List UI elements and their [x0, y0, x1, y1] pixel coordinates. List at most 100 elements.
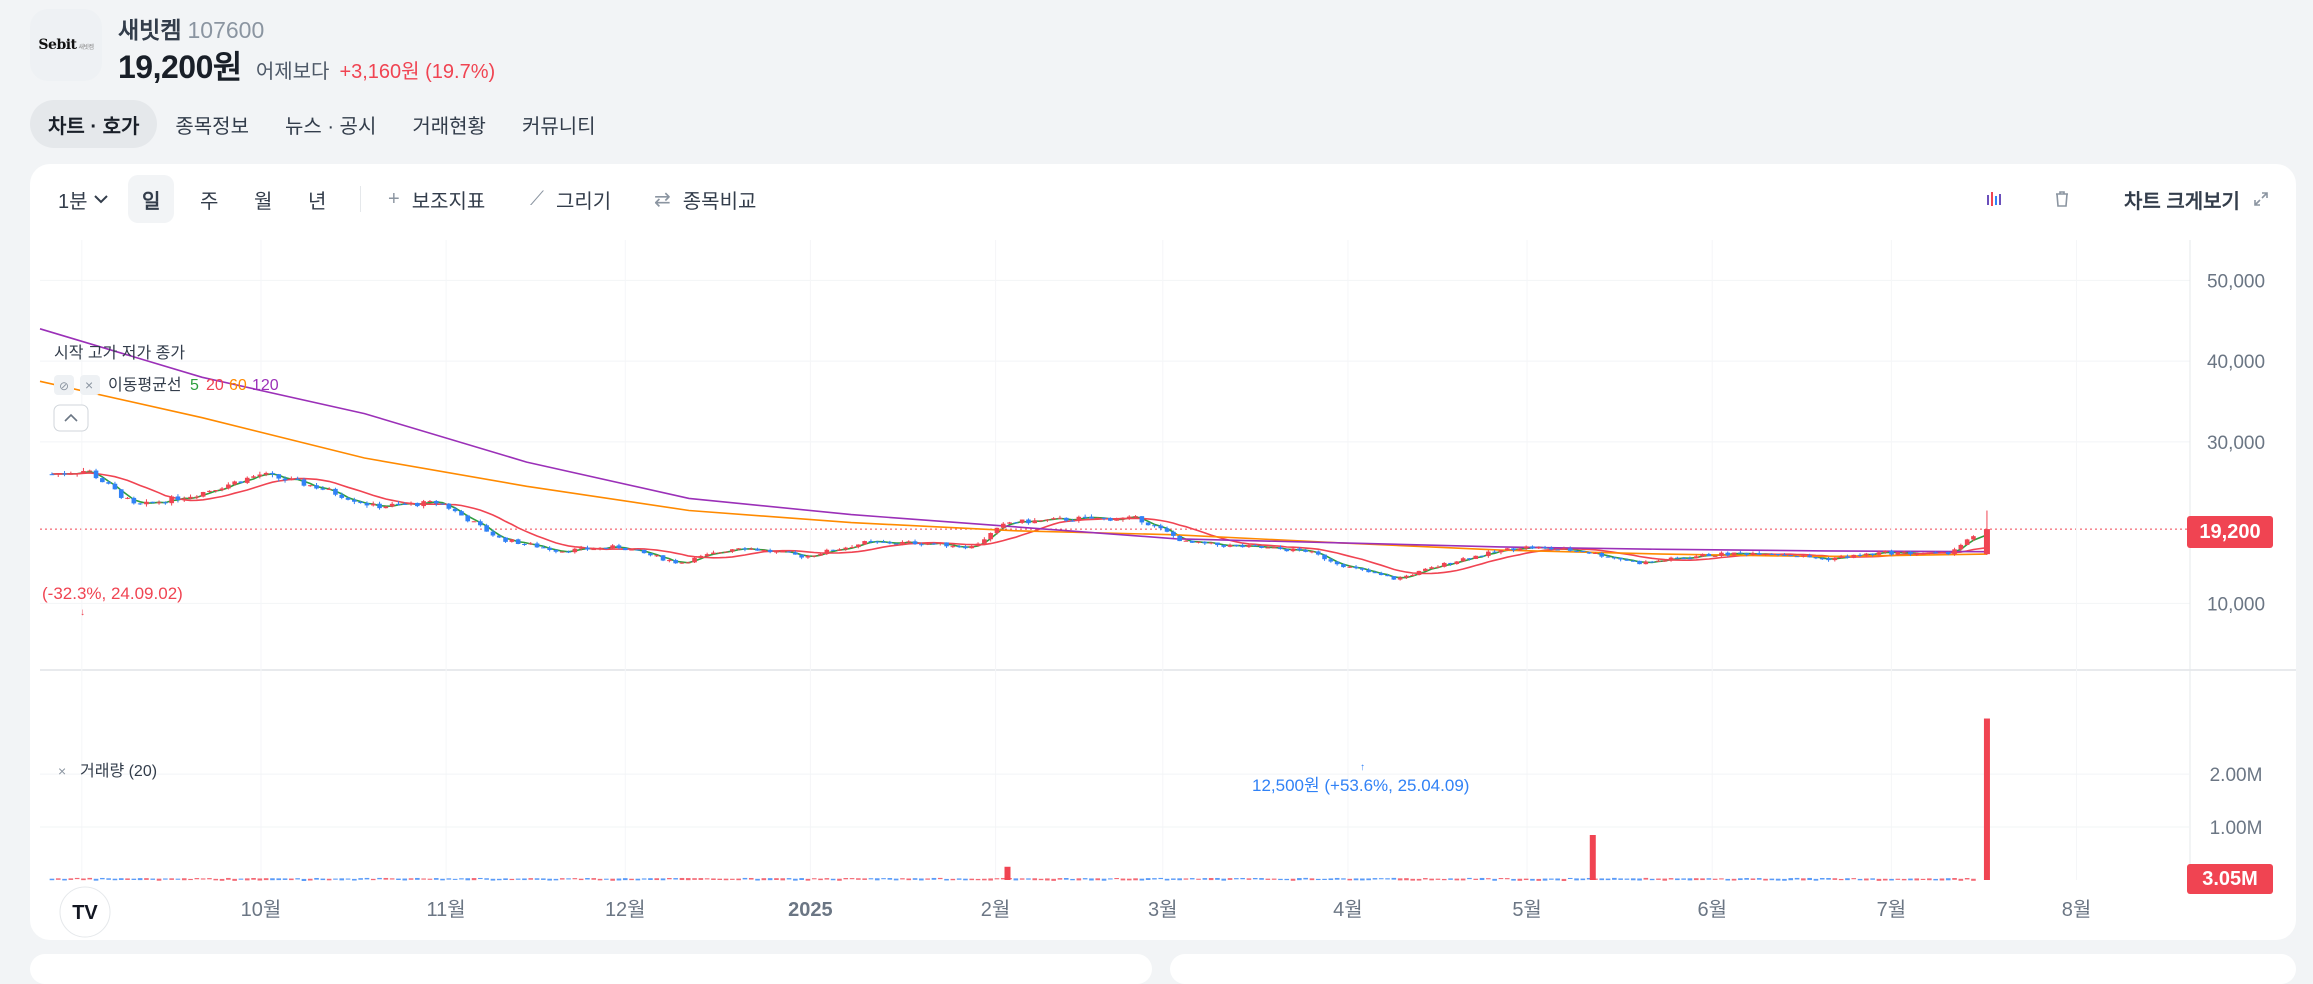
tab-news[interactable]: 뉴스 · 공시: [284, 115, 377, 138]
candle-body: [1876, 552, 1882, 555]
volume-bar: [150, 878, 156, 880]
period-week[interactable]: 주: [200, 190, 219, 213]
candle-body: [610, 545, 615, 549]
stock-chart[interactable]: 50,00040,00030,00010,0009월10월11월12월20252…: [30, 240, 2296, 940]
volume-bar: [515, 878, 521, 880]
volume-bar: [1240, 877, 1245, 880]
candle-body: [963, 546, 968, 549]
tradingview-mark: TV: [72, 902, 98, 924]
volume-bar: [1889, 878, 1894, 881]
compare-label: 어제보다: [255, 61, 330, 83]
candle-body: [1668, 557, 1674, 561]
candle-body: [944, 542, 949, 547]
volume-bar: [276, 878, 282, 881]
volume-bar: [711, 878, 716, 880]
tab-chart[interactable]: 차트 · 호가: [30, 100, 158, 148]
volume-bar: [112, 878, 118, 881]
visibility-toggle-icon[interactable]: [54, 375, 74, 395]
volume-bar: [1637, 878, 1642, 881]
volume-bar: [1908, 878, 1913, 881]
volume-bar: [1265, 878, 1271, 880]
interval-select[interactable]: 1분: [58, 175, 110, 223]
candle-body: [326, 488, 332, 490]
collapse-legend-button[interactable]: [53, 404, 89, 432]
close-ma-icon[interactable]: [80, 375, 100, 395]
volume-bar: [553, 878, 559, 881]
tradingview-logo[interactable]: [59, 886, 111, 938]
volume-bar: [213, 878, 219, 881]
volume-bar: [465, 878, 471, 881]
candle-body: [1530, 546, 1535, 549]
volume-bar: [163, 878, 168, 880]
time-tick-label: 7월: [1877, 898, 1907, 921]
delete-button[interactable]: [2052, 175, 2072, 223]
volume-bar: [604, 878, 609, 880]
current-price-tag: [2187, 516, 2273, 548]
volume-bar: [1126, 878, 1132, 881]
volume-bar: [1807, 877, 1812, 881]
period-year[interactable]: 년: [308, 190, 327, 213]
compare-button[interactable]: ⇄ 종목비교: [654, 175, 756, 223]
candle-body: [421, 501, 426, 507]
candle-body: [1719, 552, 1724, 556]
candle-body: [496, 535, 502, 538]
candle-body: [1246, 545, 1252, 548]
volume-bar: [118, 878, 124, 880]
volume-bar: [1725, 878, 1731, 881]
chart-axes: 50,00040,00030,00010,0009월10월11월12월20252…: [67, 271, 2265, 921]
candle-body: [660, 555, 666, 561]
volume-bar: [1927, 878, 1932, 881]
pencil-icon: ⟋: [530, 187, 544, 210]
tab-stock-info[interactable]: 종목정보: [175, 115, 249, 138]
candle-body: [1000, 523, 1006, 528]
candle-body: [811, 555, 817, 557]
candle-body: [1441, 562, 1447, 567]
period-day[interactable]: 일: [128, 175, 175, 223]
indicator-button[interactable]: + 보조지표: [388, 175, 485, 223]
chart-settings-button[interactable]: [1985, 175, 2005, 223]
tab-community[interactable]: 커뮤니티: [521, 115, 596, 138]
volume-bar: [1624, 878, 1630, 880]
volume-bar: [1177, 878, 1182, 881]
volume-bar: [1019, 878, 1025, 880]
candle-body: [1630, 560, 1636, 562]
volume-bar: [1026, 878, 1031, 880]
volume-bar: [270, 878, 275, 881]
expand-chart-button[interactable]: 차트 크게보기: [2124, 175, 2270, 223]
chart-toolbar: 1분 일 주 월 년 + 보조지표 ⟋ 그리기 ⇄ 종목비교 차트 크게보기: [30, 164, 2296, 234]
candle-body: [282, 478, 288, 481]
volume-bar: [421, 878, 426, 880]
candle-body: [912, 541, 918, 545]
candle-body: [1750, 553, 1756, 555]
volume-bar: [811, 878, 817, 880]
candle-body: [112, 483, 118, 490]
candle-body: [150, 501, 156, 503]
candle-body: [175, 496, 181, 500]
candle-body: [1108, 517, 1113, 521]
volume-bar: [685, 878, 691, 881]
candle-body: [515, 539, 521, 545]
period-month[interactable]: 월: [254, 190, 273, 213]
chevron-up-icon: [64, 413, 78, 422]
volume-bar: [1366, 878, 1371, 881]
candle-body: [1076, 516, 1082, 521]
candle-body: [295, 478, 300, 480]
volume-bar: [673, 878, 678, 880]
volume-bar: [440, 878, 445, 881]
draw-button[interactable]: ⟋ 그리기: [530, 175, 611, 223]
candle-body: [1864, 553, 1869, 556]
volume-bar: [761, 878, 767, 881]
volume-bar: [597, 878, 603, 881]
candle-body: [1026, 519, 1031, 524]
volume-bar: [824, 878, 830, 880]
candle-body: [226, 484, 231, 489]
volume-bar: [484, 878, 489, 880]
volume-bar: [1744, 878, 1749, 880]
close-volume-icon[interactable]: ×: [58, 763, 66, 779]
volume-bar: [238, 878, 244, 880]
stock-header: Sebit 새빗켐 새빗켐 107600 19,200원 어제보다 +3,160원 …: [0, 0, 2313, 96]
volume-bar: [1108, 878, 1113, 880]
volume-bar: [282, 878, 288, 880]
volume-bar: [534, 878, 540, 880]
tab-trading[interactable]: 거래현황: [412, 115, 486, 138]
